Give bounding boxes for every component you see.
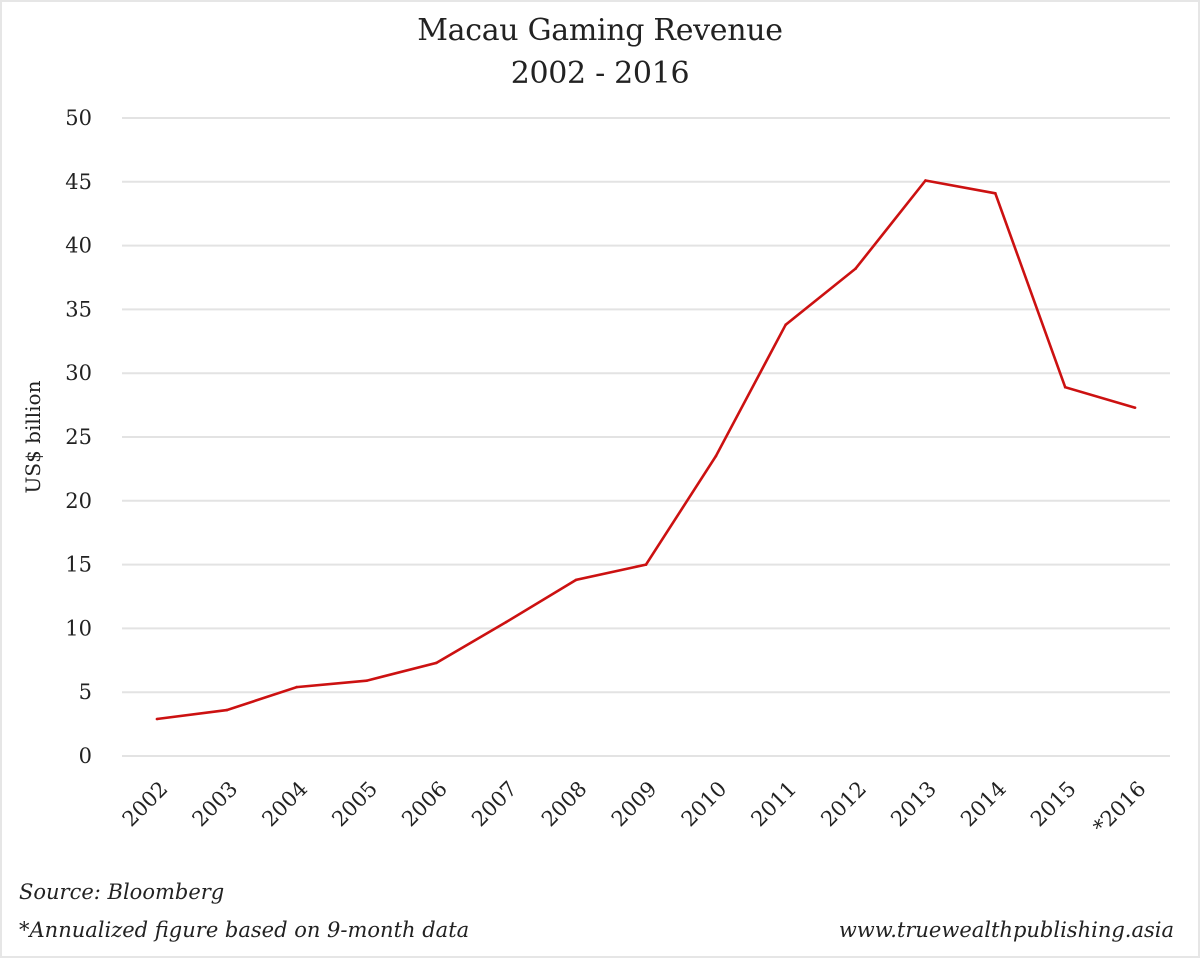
- footnote: *Annualized figure based on 9-month data: [19, 918, 470, 942]
- source-note: Source: Bloomberg: [19, 880, 225, 904]
- y-tick-label: 10: [65, 616, 92, 640]
- y-tick-label: 25: [65, 425, 92, 449]
- data-point-2014: [994, 191, 997, 195]
- data-point-2008: [574, 578, 578, 582]
- x-tick-label: 2007: [467, 777, 522, 832]
- y-tick-label: 20: [65, 489, 92, 513]
- x-tick-label: 2015: [1026, 777, 1081, 832]
- x-axis-ticks: 2002 2003 2004 2005 2006 2007 2008 2009 2010 2011…: [118, 777, 1151, 839]
- website-link[interactable]: www.truewealthpublishing.asia: [838, 918, 1174, 942]
- data-point-2016: [1133, 406, 1137, 409]
- x-tick-label: 2003: [188, 777, 243, 832]
- series-group: [155, 179, 1137, 721]
- x-tick-label: 2004: [257, 777, 312, 832]
- x-tick-label: 2012: [816, 777, 871, 832]
- data-point-2002: [155, 717, 159, 721]
- y-tick-label: 45: [65, 170, 92, 194]
- chart-subtitle: 2002 - 2016: [510, 56, 690, 91]
- x-tick-label: 2011: [747, 777, 802, 832]
- data-point-2013: [924, 179, 927, 182]
- data-point-2011: [784, 323, 788, 327]
- x-tick-label: 2005: [327, 777, 382, 832]
- x-tick-label: 2006: [397, 777, 452, 832]
- y-tick-label: 40: [65, 234, 92, 258]
- data-point-2010: [714, 454, 718, 458]
- x-tick-label: 2009: [607, 777, 662, 832]
- data-point-2007: [504, 620, 508, 624]
- series-line: [156, 179, 1136, 721]
- y-tick-label: 5: [79, 680, 92, 704]
- data-point-2005: [365, 679, 368, 683]
- x-tick-label: 2002: [118, 777, 173, 832]
- data-point-2009: [644, 563, 648, 566]
- x-tick-label: 2014: [956, 777, 1011, 832]
- y-tick-label: 30: [65, 361, 92, 385]
- data-point-2006: [435, 661, 438, 665]
- data-point-2003: [225, 708, 229, 712]
- y-axis-ticks: 0 5 10 15 20 25 30 35 40 45 50: [65, 106, 92, 768]
- chart-title: Macau Gaming Revenue: [417, 13, 783, 48]
- x-tick-label: 2013: [886, 777, 941, 832]
- gridlines: [122, 117, 1170, 757]
- y-tick-label: 50: [65, 106, 92, 130]
- y-tick-label: 35: [65, 297, 92, 321]
- data-point-2015: [1063, 385, 1067, 389]
- x-tick-label: *2016: [1088, 777, 1150, 839]
- y-tick-label: 0: [79, 744, 92, 768]
- y-tick-label: 15: [65, 553, 92, 577]
- data-point-2004: [295, 685, 298, 689]
- y-axis-label: US$ billion: [21, 380, 45, 493]
- x-tick-label: 2008: [537, 777, 592, 832]
- data-point-2012: [854, 267, 857, 270]
- x-tick-label: 2010: [677, 777, 732, 832]
